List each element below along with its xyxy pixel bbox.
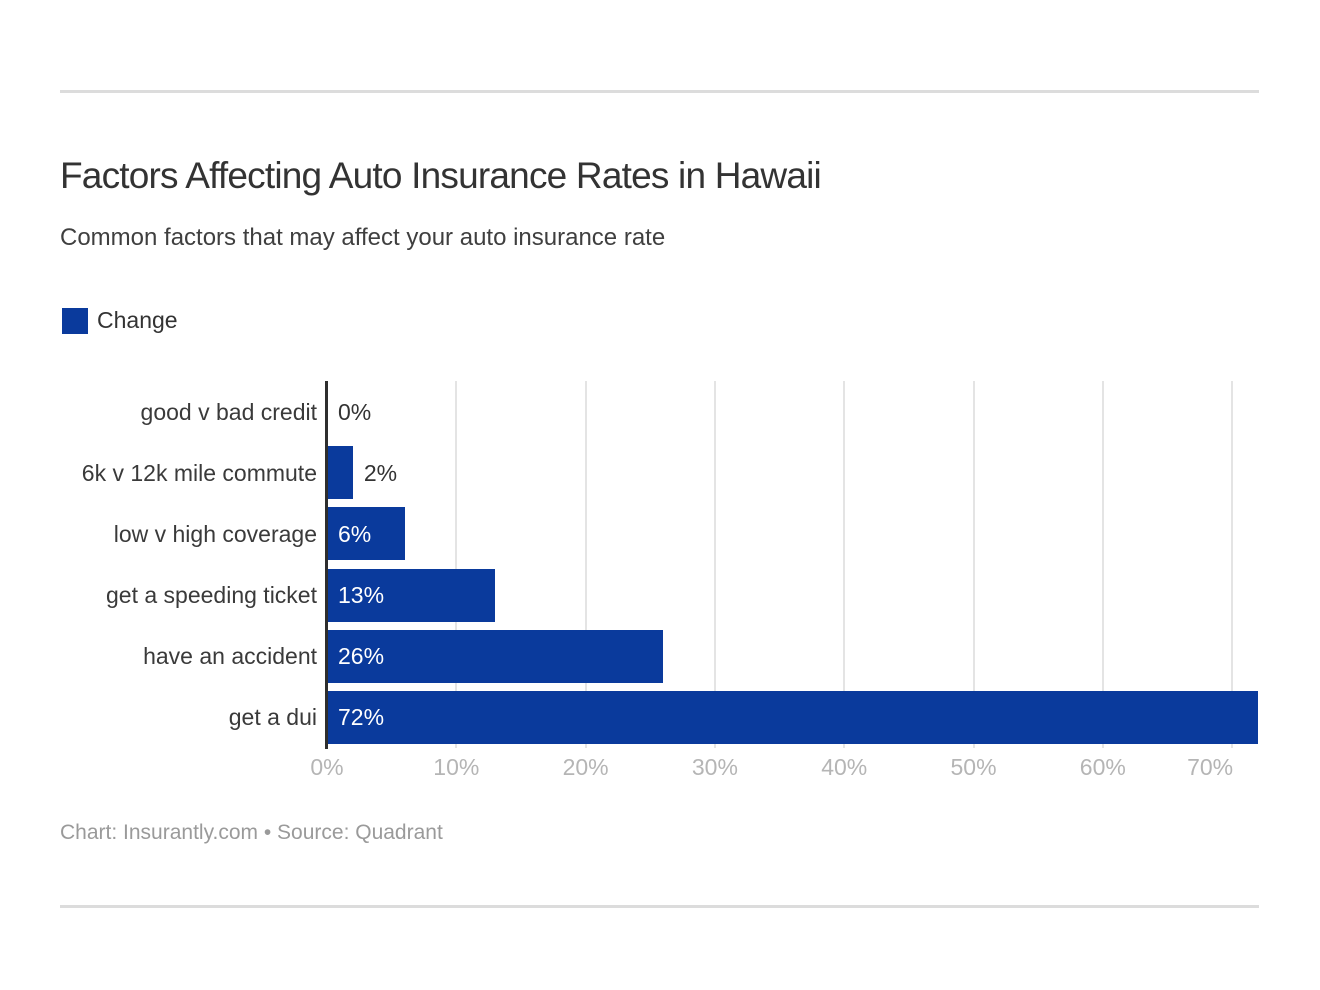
category-label: low v high coverage	[113, 520, 317, 547]
gridline	[1101, 381, 1104, 748]
legend-label: Change	[97, 307, 178, 333]
value-label: 72%	[338, 704, 385, 731]
gridline	[455, 381, 458, 748]
value-label: 2%	[363, 459, 398, 486]
gridline	[584, 381, 587, 748]
x-tick-label: 70%	[1187, 754, 1234, 780]
value-label: 13%	[338, 582, 385, 609]
chart-footer: Chart: Insurantly.com • Source: Quadrant	[60, 821, 443, 844]
x-tick-label: 40%	[821, 754, 868, 780]
bottom-divider	[60, 905, 1259, 908]
bar	[327, 629, 664, 683]
category-label: good v bad credit	[140, 398, 317, 425]
category-label: get a speeding ticket	[106, 582, 317, 609]
value-label: 0%	[338, 398, 372, 425]
legend: Change	[62, 307, 178, 334]
category-label: have an accident	[143, 643, 317, 670]
x-tick-label: 50%	[950, 754, 997, 780]
bar	[327, 507, 405, 561]
x-tick-label: 0%	[310, 754, 344, 780]
category-label: 6k v 12k mile commute	[81, 459, 317, 486]
category-label: get a dui	[228, 704, 317, 731]
top-divider	[60, 90, 1259, 93]
x-tick-label: 20%	[562, 754, 609, 780]
value-label: 6%	[338, 520, 372, 547]
chart-title: Factors Affecting Auto Insurance Rates i…	[60, 155, 822, 196]
gridline	[1231, 381, 1234, 748]
x-tick-label: 30%	[691, 754, 738, 780]
gridline	[843, 381, 846, 748]
gridline	[713, 381, 716, 748]
x-tick-label: 10%	[433, 754, 480, 780]
bar	[327, 690, 1258, 744]
x-tick-label: 60%	[1079, 754, 1126, 780]
gridline	[972, 381, 975, 748]
value-label: 26%	[338, 643, 385, 670]
bar	[327, 446, 353, 500]
chart-subtitle: Common factors that may affect your auto…	[60, 224, 666, 251]
legend-swatch	[62, 307, 88, 334]
bar	[327, 568, 496, 622]
y-axis-line	[325, 381, 328, 749]
